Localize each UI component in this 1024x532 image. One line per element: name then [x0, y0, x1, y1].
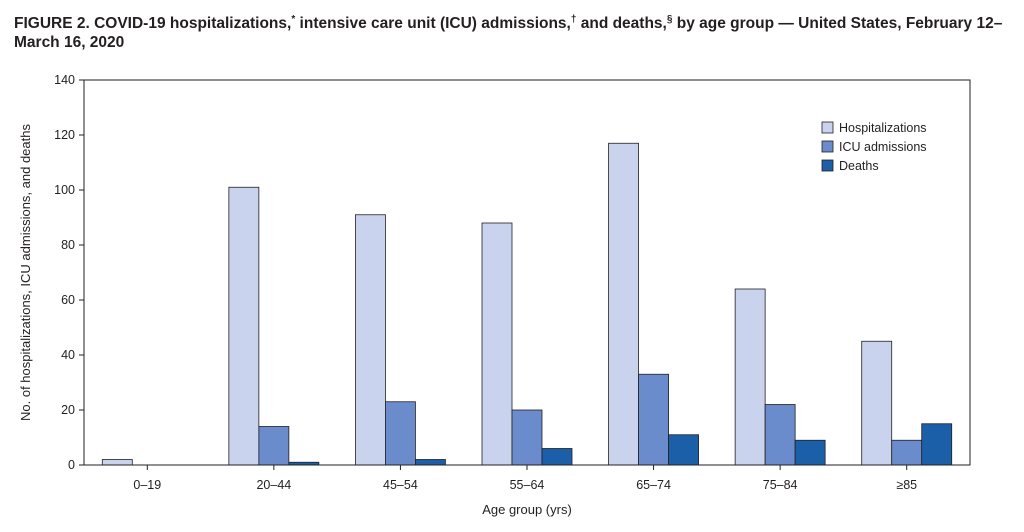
y-tick-label: 100: [54, 183, 75, 197]
bar-hospitalizations: [734, 288, 766, 466]
title-part-1: FIGURE 2. COVID-19 hospitalizations,: [14, 15, 292, 32]
x-tick-label: 65–74: [636, 478, 671, 492]
title-part-3: and deaths,: [576, 15, 667, 32]
y-axis: 0 20 40 60 80 100 120 140: [54, 73, 84, 472]
title-part-2: intensive care unit (ICU) admissions,: [295, 15, 571, 32]
bar-deaths: [668, 434, 699, 466]
title-part-4: by age group — United States, February 1…: [14, 15, 1003, 51]
x-tick-label: ≥85: [896, 478, 917, 492]
bar-deaths: [794, 439, 826, 466]
bar-icu-admissions: [638, 373, 669, 466]
legend-label: Hospitalizations: [839, 121, 927, 135]
bar-hospitalizations: [228, 186, 260, 466]
footnote-mark-hospitalizations: *: [291, 13, 296, 25]
bar-hospitalizations: [355, 214, 386, 466]
bar-icu-admissions: [258, 426, 290, 466]
legend-swatch: [821, 159, 834, 172]
bar-hospitalizations: [608, 142, 639, 466]
legend-swatch: [821, 140, 834, 153]
x-tick-label: 45–54: [383, 478, 418, 492]
legend-swatch: [821, 121, 834, 134]
bars-layer: [101, 142, 953, 466]
bar-hospitalizations: [861, 340, 893, 466]
bar-deaths: [415, 459, 446, 466]
bar-icu-admissions: [511, 409, 543, 466]
footnote-mark-icu: †: [570, 13, 577, 25]
bar-icu-admissions: [891, 439, 923, 466]
bar-deaths: [541, 448, 573, 466]
y-tick-label: 140: [54, 73, 75, 87]
legend-label: Deaths: [839, 159, 879, 173]
x-axis-title: Age group (yrs): [482, 502, 572, 517]
y-tick-label: 40: [61, 348, 75, 362]
y-tick-label: 60: [61, 293, 75, 307]
legend: Hospitalizations ICU admissions Deaths: [821, 121, 927, 173]
bar-deaths: [921, 423, 953, 466]
y-axis-title: No. of hospitalizations, ICU admissions,…: [18, 124, 33, 421]
x-tick-label: 55–64: [510, 478, 545, 492]
y-tick-label: 80: [61, 238, 75, 252]
figure-title: FIGURE 2. COVID-19 hospitalizations,* in…: [14, 14, 1004, 52]
bar-hospitalizations: [481, 222, 513, 466]
y-tick-label: 20: [61, 403, 75, 417]
y-tick-label: 120: [54, 128, 75, 142]
bar-icu-admissions: [385, 401, 416, 466]
x-axis: 0–19 20–44 45–54 55–64 65–74 75–84 ≥85: [133, 465, 917, 492]
bar-icu-admissions: [764, 404, 796, 466]
x-tick-label: 75–84: [763, 478, 798, 492]
x-tick-label: 0–19: [133, 478, 161, 492]
y-tick-label: 0: [68, 458, 75, 472]
plot-frame: [83, 79, 971, 466]
footnote-mark-deaths: §: [666, 13, 673, 25]
x-tick-label: 20–44: [256, 478, 291, 492]
bar-hospitalizations: [101, 459, 133, 466]
legend-label: ICU admissions: [839, 140, 927, 154]
